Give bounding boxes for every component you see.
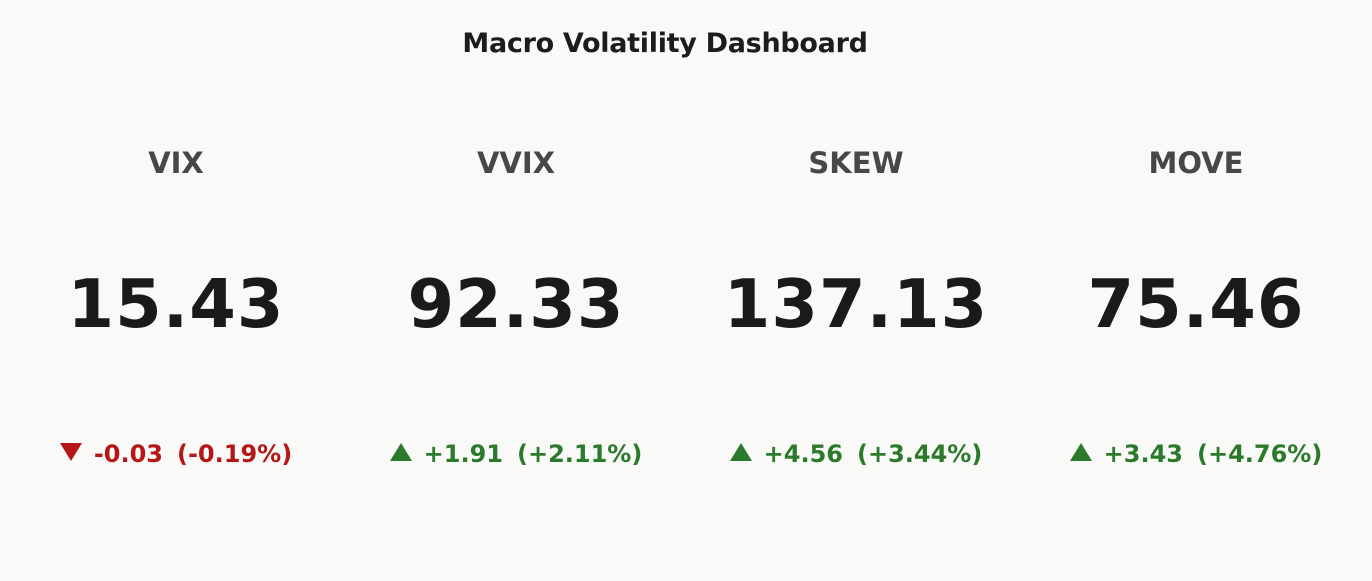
- indicator-card-vix: VIX 15.43 -0.03 (-0.19%): [6, 0, 346, 581]
- change-amount: +3.43: [1103, 440, 1183, 468]
- indicator-label: VIX: [148, 146, 204, 180]
- indicator-label: MOVE: [1148, 146, 1244, 180]
- indicator-value: 75.46: [1087, 265, 1305, 343]
- indicator-card-vvix: VVIX 92.33 +1.91 (+2.11%): [346, 0, 686, 581]
- indicator-label: SKEW: [808, 146, 904, 180]
- indicator-change: -0.03 (-0.19%): [6, 440, 346, 468]
- indicator-card-move: MOVE 75.46 +3.43 (+4.76%): [1026, 0, 1366, 581]
- up-arrow-icon: [1069, 443, 1092, 461]
- change-amount: -0.03: [93, 440, 163, 468]
- change-amount: +4.56: [763, 440, 843, 468]
- up-arrow-icon: [729, 443, 752, 461]
- up-arrow-icon: [389, 443, 412, 461]
- indicator-change: +4.56 (+3.44%): [686, 440, 1026, 468]
- indicator-label: VVIX: [476, 146, 556, 180]
- change-amount: +1.91: [423, 440, 503, 468]
- indicator-value: 92.33: [407, 265, 625, 343]
- dashboard-title: Macro Volatility Dashboard: [462, 28, 868, 59]
- down-arrow-icon: [59, 443, 82, 461]
- indicator-change: +1.91 (+2.11%): [346, 440, 686, 468]
- change-percent: (-0.19%): [177, 440, 293, 468]
- indicator-value: 137.13: [723, 265, 989, 343]
- change-percent: (+4.76%): [1197, 440, 1323, 468]
- indicator-card-skew: SKEW 137.13 +4.56 (+3.44%): [686, 0, 1026, 581]
- indicator-change: +3.43 (+4.76%): [1026, 440, 1366, 468]
- indicator-value: 15.43: [67, 265, 285, 343]
- change-percent: (+3.44%): [857, 440, 983, 468]
- change-percent: (+2.11%): [517, 440, 643, 468]
